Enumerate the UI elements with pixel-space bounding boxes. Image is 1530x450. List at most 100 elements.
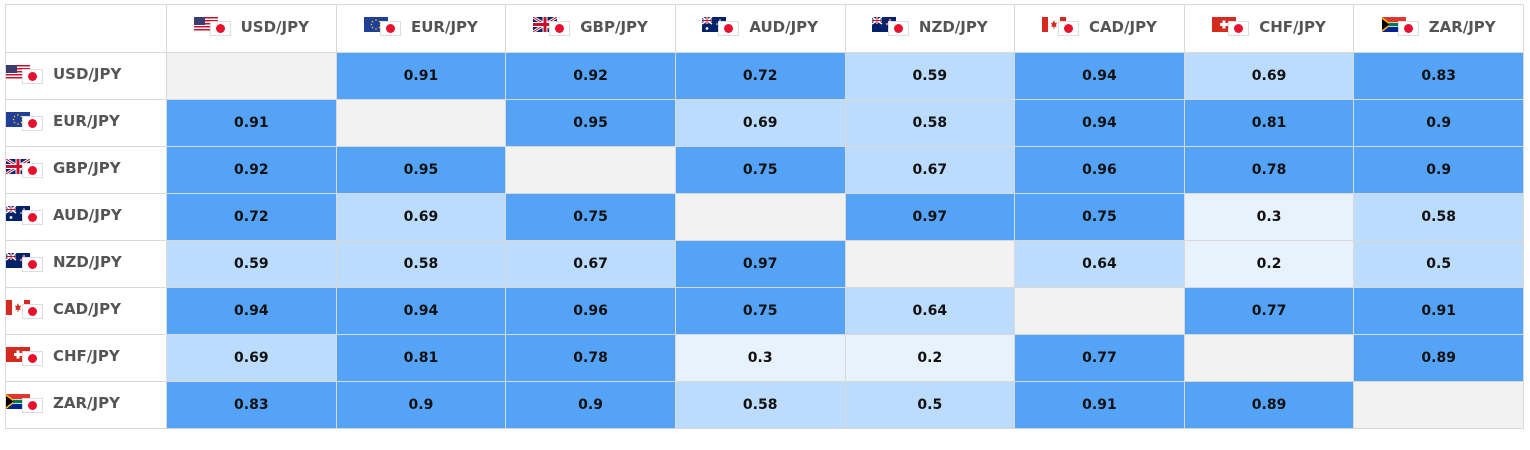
correlation-cell: 0.9 — [1353, 146, 1524, 194]
row-header-usd-jpy: USD/JPY — [5, 52, 167, 100]
correlation-cell: 0.81 — [335, 334, 507, 382]
correlation-cell: 0.67 — [505, 240, 676, 288]
jp-flag-icon — [22, 209, 43, 225]
diagonal-cell — [335, 99, 507, 147]
correlation-cell: 0.95 — [335, 146, 507, 194]
column-header-label: NZD/JPY — [918, 17, 988, 36]
correlation-cell: 0.94 — [335, 287, 507, 335]
header-row: USD/JPY EUR/JPY GBP/JPY AUD/JPY NZD/JPY CAD/J… — [5, 4, 1524, 53]
correlation-cell: 0.83 — [1353, 52, 1524, 100]
column-header-pair: CHF/JPY — [1212, 17, 1326, 36]
correlation-cell: 0.75 — [674, 287, 846, 335]
row-header-pair: ZAR/JPY — [6, 393, 120, 413]
correlation-cell: 0.69 — [335, 193, 507, 241]
correlation-cell: 0.75 — [505, 193, 676, 241]
diagonal-cell — [1014, 287, 1185, 335]
jp-flag-icon — [22, 350, 43, 366]
correlation-cell: 0.94 — [1014, 99, 1185, 147]
correlation-cell: 0.91 — [1353, 287, 1524, 335]
correlation-cell: 0.77 — [1014, 334, 1185, 382]
us-flag-icon — [193, 17, 218, 32]
jp-flag-icon — [1057, 21, 1079, 36]
correlation-cell: 0.3 — [1183, 193, 1355, 241]
correlation-cell: 0.5 — [844, 381, 1016, 429]
row-header-label: ZAR/JPY — [53, 394, 120, 412]
table-row: ZAR/JPY 0.83 0.9 0.9 0.58 0.5 0.91 0.89 — [5, 381, 1524, 429]
column-header-label: ZAR/JPY — [1428, 17, 1496, 36]
correlation-cell: 0.75 — [674, 146, 846, 194]
correlation-cell: 0.83 — [166, 381, 337, 429]
correlation-cell: 0.96 — [505, 287, 676, 335]
currency-flags — [6, 205, 43, 225]
column-header-zar-jpy: ZAR/JPY — [1353, 4, 1524, 53]
column-header-pair: GBP/JPY — [533, 17, 648, 36]
correlation-cell: 0.96 — [1014, 146, 1185, 194]
column-header-pair: AUD/JPY — [702, 17, 818, 36]
correlation-cell: 0.5 — [1353, 240, 1524, 288]
correlation-cell: 0.97 — [674, 240, 846, 288]
row-header-cad-jpy: CAD/JPY — [5, 287, 167, 335]
row-header-aud-jpy: AUD/JPY — [5, 193, 167, 241]
currency-flags — [871, 17, 909, 36]
jp-flag-icon — [209, 21, 231, 36]
correlation-cell: 0.3 — [674, 334, 846, 382]
row-header-label: EUR/JPY — [53, 112, 120, 130]
table-body: USD/JPY 0.91 0.92 0.72 0.59 0.94 0.69 0.83 EUR/J… — [5, 52, 1524, 429]
currency-flags — [363, 17, 401, 36]
correlation-cell: 0.77 — [1183, 287, 1355, 335]
column-header-aud-jpy: AUD/JPY — [674, 4, 846, 53]
column-header-label: AUD/JPY — [749, 17, 819, 36]
row-header-nzd-jpy: NZD/JPY — [5, 240, 167, 288]
currency-flags — [6, 252, 43, 272]
row-header-label: CHF/JPY — [53, 347, 120, 365]
correlation-cell: 0.89 — [1353, 334, 1524, 382]
jp-flag-icon — [1397, 21, 1419, 36]
row-header-label: USD/JPY — [53, 65, 122, 83]
correlation-cell: 0.9 — [335, 381, 507, 429]
column-header-label: USD/JPY — [240, 17, 309, 36]
correlation-cell: 0.72 — [674, 52, 846, 100]
table-row: GBP/JPY 0.92 0.95 0.75 0.67 0.96 0.78 0.9 — [5, 146, 1524, 194]
jp-flag-icon — [887, 21, 909, 36]
diagonal-cell — [1353, 381, 1524, 429]
currency-flags — [6, 346, 43, 366]
currency-flags — [533, 17, 571, 36]
jp-flag-icon — [22, 397, 43, 413]
column-header-nzd-jpy: NZD/JPY — [844, 4, 1016, 53]
column-header-cad-jpy: CAD/JPY — [1014, 4, 1185, 53]
currency-flags — [6, 64, 43, 84]
column-header-gbp-jpy: GBP/JPY — [505, 4, 676, 53]
row-header-gbp-jpy: GBP/JPY — [5, 146, 167, 194]
correlation-cell: 0.97 — [844, 193, 1016, 241]
currency-flags — [1041, 17, 1079, 36]
correlation-cell: 0.58 — [674, 381, 846, 429]
correlation-cell: 0.2 — [1183, 240, 1355, 288]
row-header-pair: CHF/JPY — [6, 346, 120, 366]
correlation-cell: 0.89 — [1183, 381, 1355, 429]
correlation-cell: 0.72 — [166, 193, 337, 241]
table-row: CAD/JPY 0.94 0.94 0.96 0.75 0.64 0.77 0.91 — [5, 287, 1524, 335]
jp-flag-icon — [22, 115, 43, 131]
currency-flags — [6, 393, 43, 413]
column-header-pair: ZAR/JPY — [1381, 17, 1496, 36]
correlation-table: USD/JPY EUR/JPY GBP/JPY AUD/JPY NZD/JPY CAD/J… — [5, 4, 1524, 429]
correlation-cell: 0.92 — [166, 146, 337, 194]
table-row: CHF/JPY 0.69 0.81 0.78 0.3 0.2 0.77 0.89 — [5, 334, 1524, 382]
column-header-label: EUR/JPY — [410, 17, 478, 36]
correlation-cell: 0.75 — [1014, 193, 1185, 241]
table-row: EUR/JPY 0.91 0.95 0.69 0.58 0.94 0.81 0.9 — [5, 99, 1524, 147]
correlation-cell: 0.2 — [844, 334, 1016, 382]
correlation-cell: 0.91 — [1014, 381, 1185, 429]
correlation-cell: 0.95 — [505, 99, 676, 147]
column-header-pair: CAD/JPY — [1041, 17, 1157, 36]
row-header-pair: GBP/JPY — [6, 158, 121, 178]
row-header-pair: USD/JPY — [6, 64, 122, 84]
diagonal-cell — [674, 193, 846, 241]
currency-flags — [702, 17, 740, 36]
column-header-usd-jpy: USD/JPY — [166, 4, 337, 53]
correlation-cell: 0.92 — [505, 52, 676, 100]
row-header-pair: CAD/JPY — [6, 299, 121, 319]
row-header-pair: NZD/JPY — [6, 252, 122, 272]
diagonal-cell — [505, 146, 676, 194]
correlation-cell: 0.58 — [335, 240, 507, 288]
